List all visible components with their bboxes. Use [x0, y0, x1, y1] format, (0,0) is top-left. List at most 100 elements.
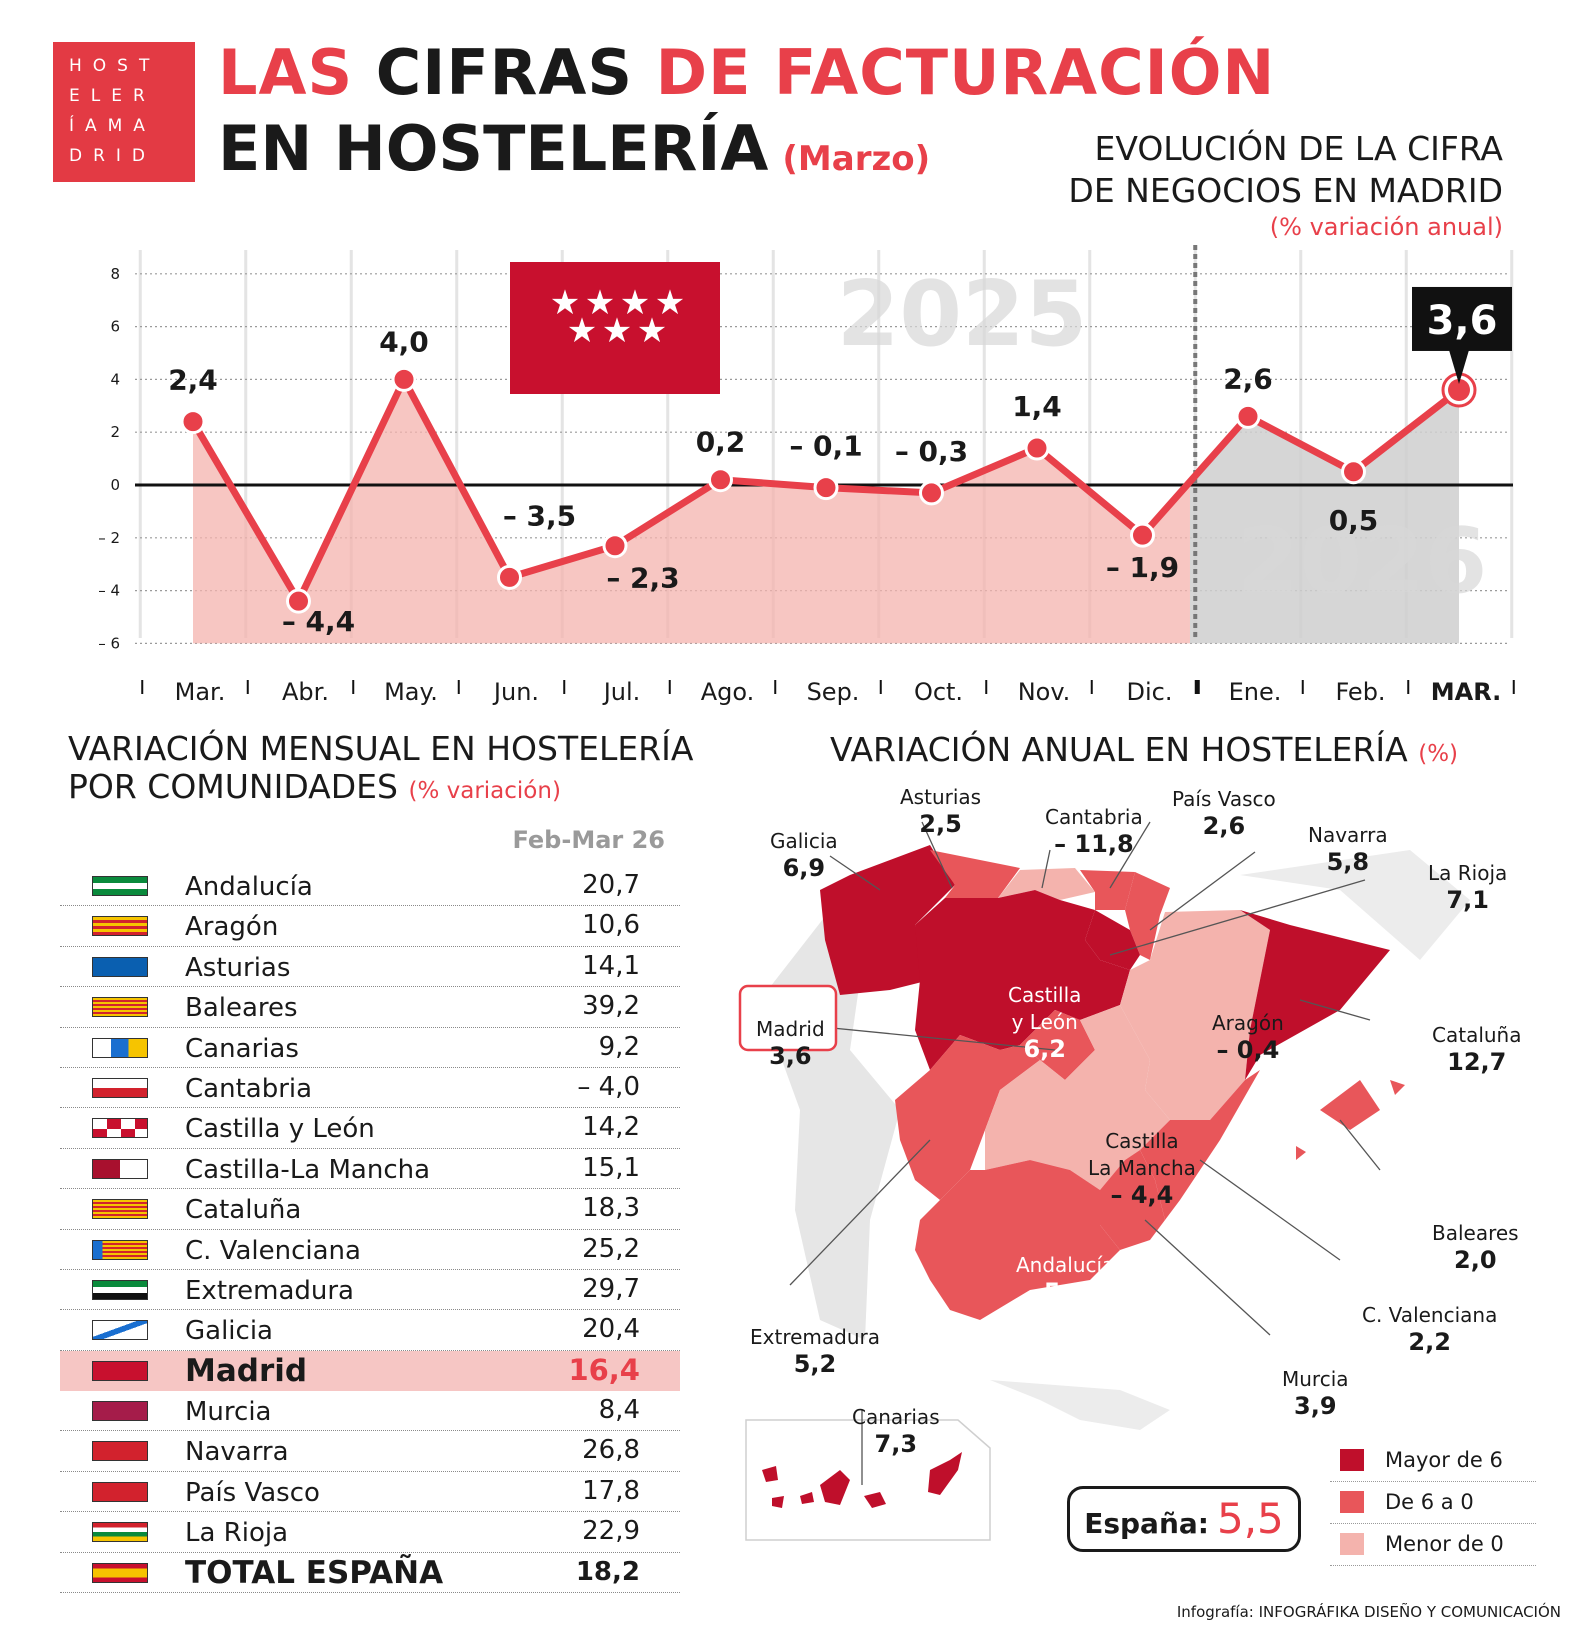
map-region-value: 12,7 [1447, 1048, 1507, 1076]
baleares-island [1296, 1146, 1306, 1160]
page-title-line1: LAS CIFRAS DE FACTURACIÓN [218, 42, 1275, 104]
flag-icon [92, 997, 148, 1018]
x-tick-label: Mar. [175, 678, 226, 706]
flag-icon [92, 1158, 148, 1179]
map-section-title: VARIACIÓN ANUAL EN HOSTELERÍA (%) [830, 730, 1458, 769]
data-point [391, 366, 417, 392]
flag-icon [92, 1320, 148, 1341]
data-point [708, 467, 733, 493]
area-fill-2026 [1189, 389, 1459, 644]
region-value: – 4,0 [577, 1071, 640, 1102]
table-section-title: VARIACIÓN MENSUAL EN HOSTELERÍA POR COMU… [68, 730, 693, 810]
map-label-andalucia: Andalucía 5,1 [1016, 1252, 1114, 1306]
table-row: Cantabria – 4,0 [60, 1068, 680, 1109]
map-region-value: – 0,4 [1216, 1036, 1280, 1064]
region-castilla-lamancha [985, 1005, 1170, 1190]
data-label: 0,2 [696, 426, 746, 459]
canarias-island [928, 1452, 962, 1495]
credit-name: INFOGRÁFIKA DISEÑO Y COMUNICACIÓN [1258, 1603, 1561, 1621]
spain-map [738, 821, 1470, 1541]
data-point [286, 588, 311, 614]
region-name: Asturias [185, 952, 291, 983]
legend-swatch [1340, 1491, 1364, 1513]
leader-baleares [1339, 1119, 1381, 1171]
leader-madrid [811, 1025, 1056, 1051]
year-watermark: 2025 [837, 262, 1088, 367]
x-tick-label: Oct. [914, 678, 963, 706]
y-tick-label: – 4 [98, 582, 120, 600]
map-label-madrid: Madrid 3,6 [756, 1016, 825, 1070]
table-row: TOTAL ESPAÑA 18,2 [60, 1553, 680, 1594]
table-row: Aragón 10,6 [60, 906, 680, 947]
data-label: 3,6 [1427, 298, 1498, 344]
title-word: DE FACTURACIÓN [655, 36, 1276, 109]
region-value: 16,4 [568, 1352, 640, 1387]
page-title-line2: EN HOSTELERÍA (Marzo) [218, 118, 930, 180]
region-value: 8,4 [598, 1395, 640, 1426]
region-value: 29,7 [582, 1273, 640, 1304]
region-value: 22,9 [582, 1516, 640, 1547]
logo-row: DRID [69, 146, 157, 166]
madrid-flag [510, 262, 720, 394]
data-point [1341, 459, 1366, 485]
map-region-name: Murcia [1282, 1367, 1349, 1391]
star-icon: ★ [602, 311, 632, 351]
flag-icon [92, 1037, 148, 1058]
map-region-name: Navarra [1308, 823, 1388, 847]
map-region-value: 3,9 [1294, 1392, 1337, 1420]
map-region-value: 3,6 [769, 1042, 812, 1070]
y-tick-label: 2 [110, 423, 120, 441]
x-tick-label: Ene. [1229, 678, 1282, 706]
region-name: Galicia [185, 1316, 273, 1347]
map-region-name: Asturias [900, 785, 982, 809]
leader-larioja [1109, 879, 1366, 956]
canarias-island [762, 1466, 778, 1482]
chart-title-line: EVOLUCIÓN DE LA CIFRA [1094, 129, 1503, 168]
legend-label: Menor de 0 [1385, 1532, 1504, 1556]
leader-galicia [829, 855, 881, 891]
map-region-value: – 11,8 [1054, 830, 1134, 858]
logo-row: HOST [69, 56, 161, 76]
table-row: C. Valenciana 25,2 [60, 1230, 680, 1270]
region-madrid [1020, 1010, 1095, 1080]
region-andalucia [915, 1160, 1120, 1320]
region-name: Aragón [185, 912, 279, 943]
region-larioja [1085, 910, 1140, 970]
map-region-name: y León [1011, 1010, 1078, 1034]
map-label-cantabria: Cantabria – 11,8 [1045, 804, 1143, 858]
region-name: Castilla-La Mancha [185, 1154, 431, 1185]
section-title-line: POR COMUNIDADES [68, 767, 398, 806]
flag-icon [92, 916, 148, 937]
star-icon: ★ [637, 311, 667, 351]
data-label: – 3,5 [503, 499, 576, 532]
x-tick-label: Jul. [602, 678, 641, 706]
table-row: País Vasco 17,8 [60, 1472, 680, 1513]
region-baleares [1320, 1080, 1380, 1130]
title-word: LAS [218, 36, 354, 109]
flag-icon [92, 1077, 148, 1098]
region-murcia [1100, 1150, 1165, 1250]
map-region-name: Castilla [1008, 983, 1082, 1007]
table-row: Castilla y León 14,2 [60, 1108, 680, 1149]
map-leader-lines [789, 821, 1381, 1485]
flag-icon [92, 1481, 148, 1502]
map-label-baleares: Baleares 2,0 [1432, 1220, 1519, 1274]
legend-swatch [1340, 1449, 1364, 1471]
region-value: 25,2 [582, 1233, 640, 1264]
map-region-value: – 4,4 [1110, 1181, 1174, 1209]
map-label-castilla-lamancha: Castilla La Mancha – 4,4 [1088, 1128, 1196, 1209]
title-word: CIFRAS [375, 36, 634, 109]
canarias-inset-frame [745, 1419, 991, 1541]
data-label: – 1,9 [1106, 551, 1179, 584]
year-watermark: 2026 [1237, 509, 1488, 614]
x-tick-label: May. [384, 678, 438, 706]
map-region-value: 2,5 [919, 810, 962, 838]
map-region-value: 7,1 [1446, 886, 1489, 914]
region-table: Andalucía 20,7 Aragón 10,6 Asturias 14,1 Balea… [60, 866, 680, 1594]
map-label-castilla-leon: Castilla y León 6,2 [1008, 982, 1081, 1063]
map-label-extremadura: Extremadura 5,2 [750, 1324, 880, 1378]
map-region-name: La Mancha [1088, 1156, 1196, 1180]
map-region-name: Cataluña [1432, 1023, 1522, 1047]
data-label: – 4,4 [282, 605, 355, 638]
region-value: 10,6 [582, 910, 640, 941]
